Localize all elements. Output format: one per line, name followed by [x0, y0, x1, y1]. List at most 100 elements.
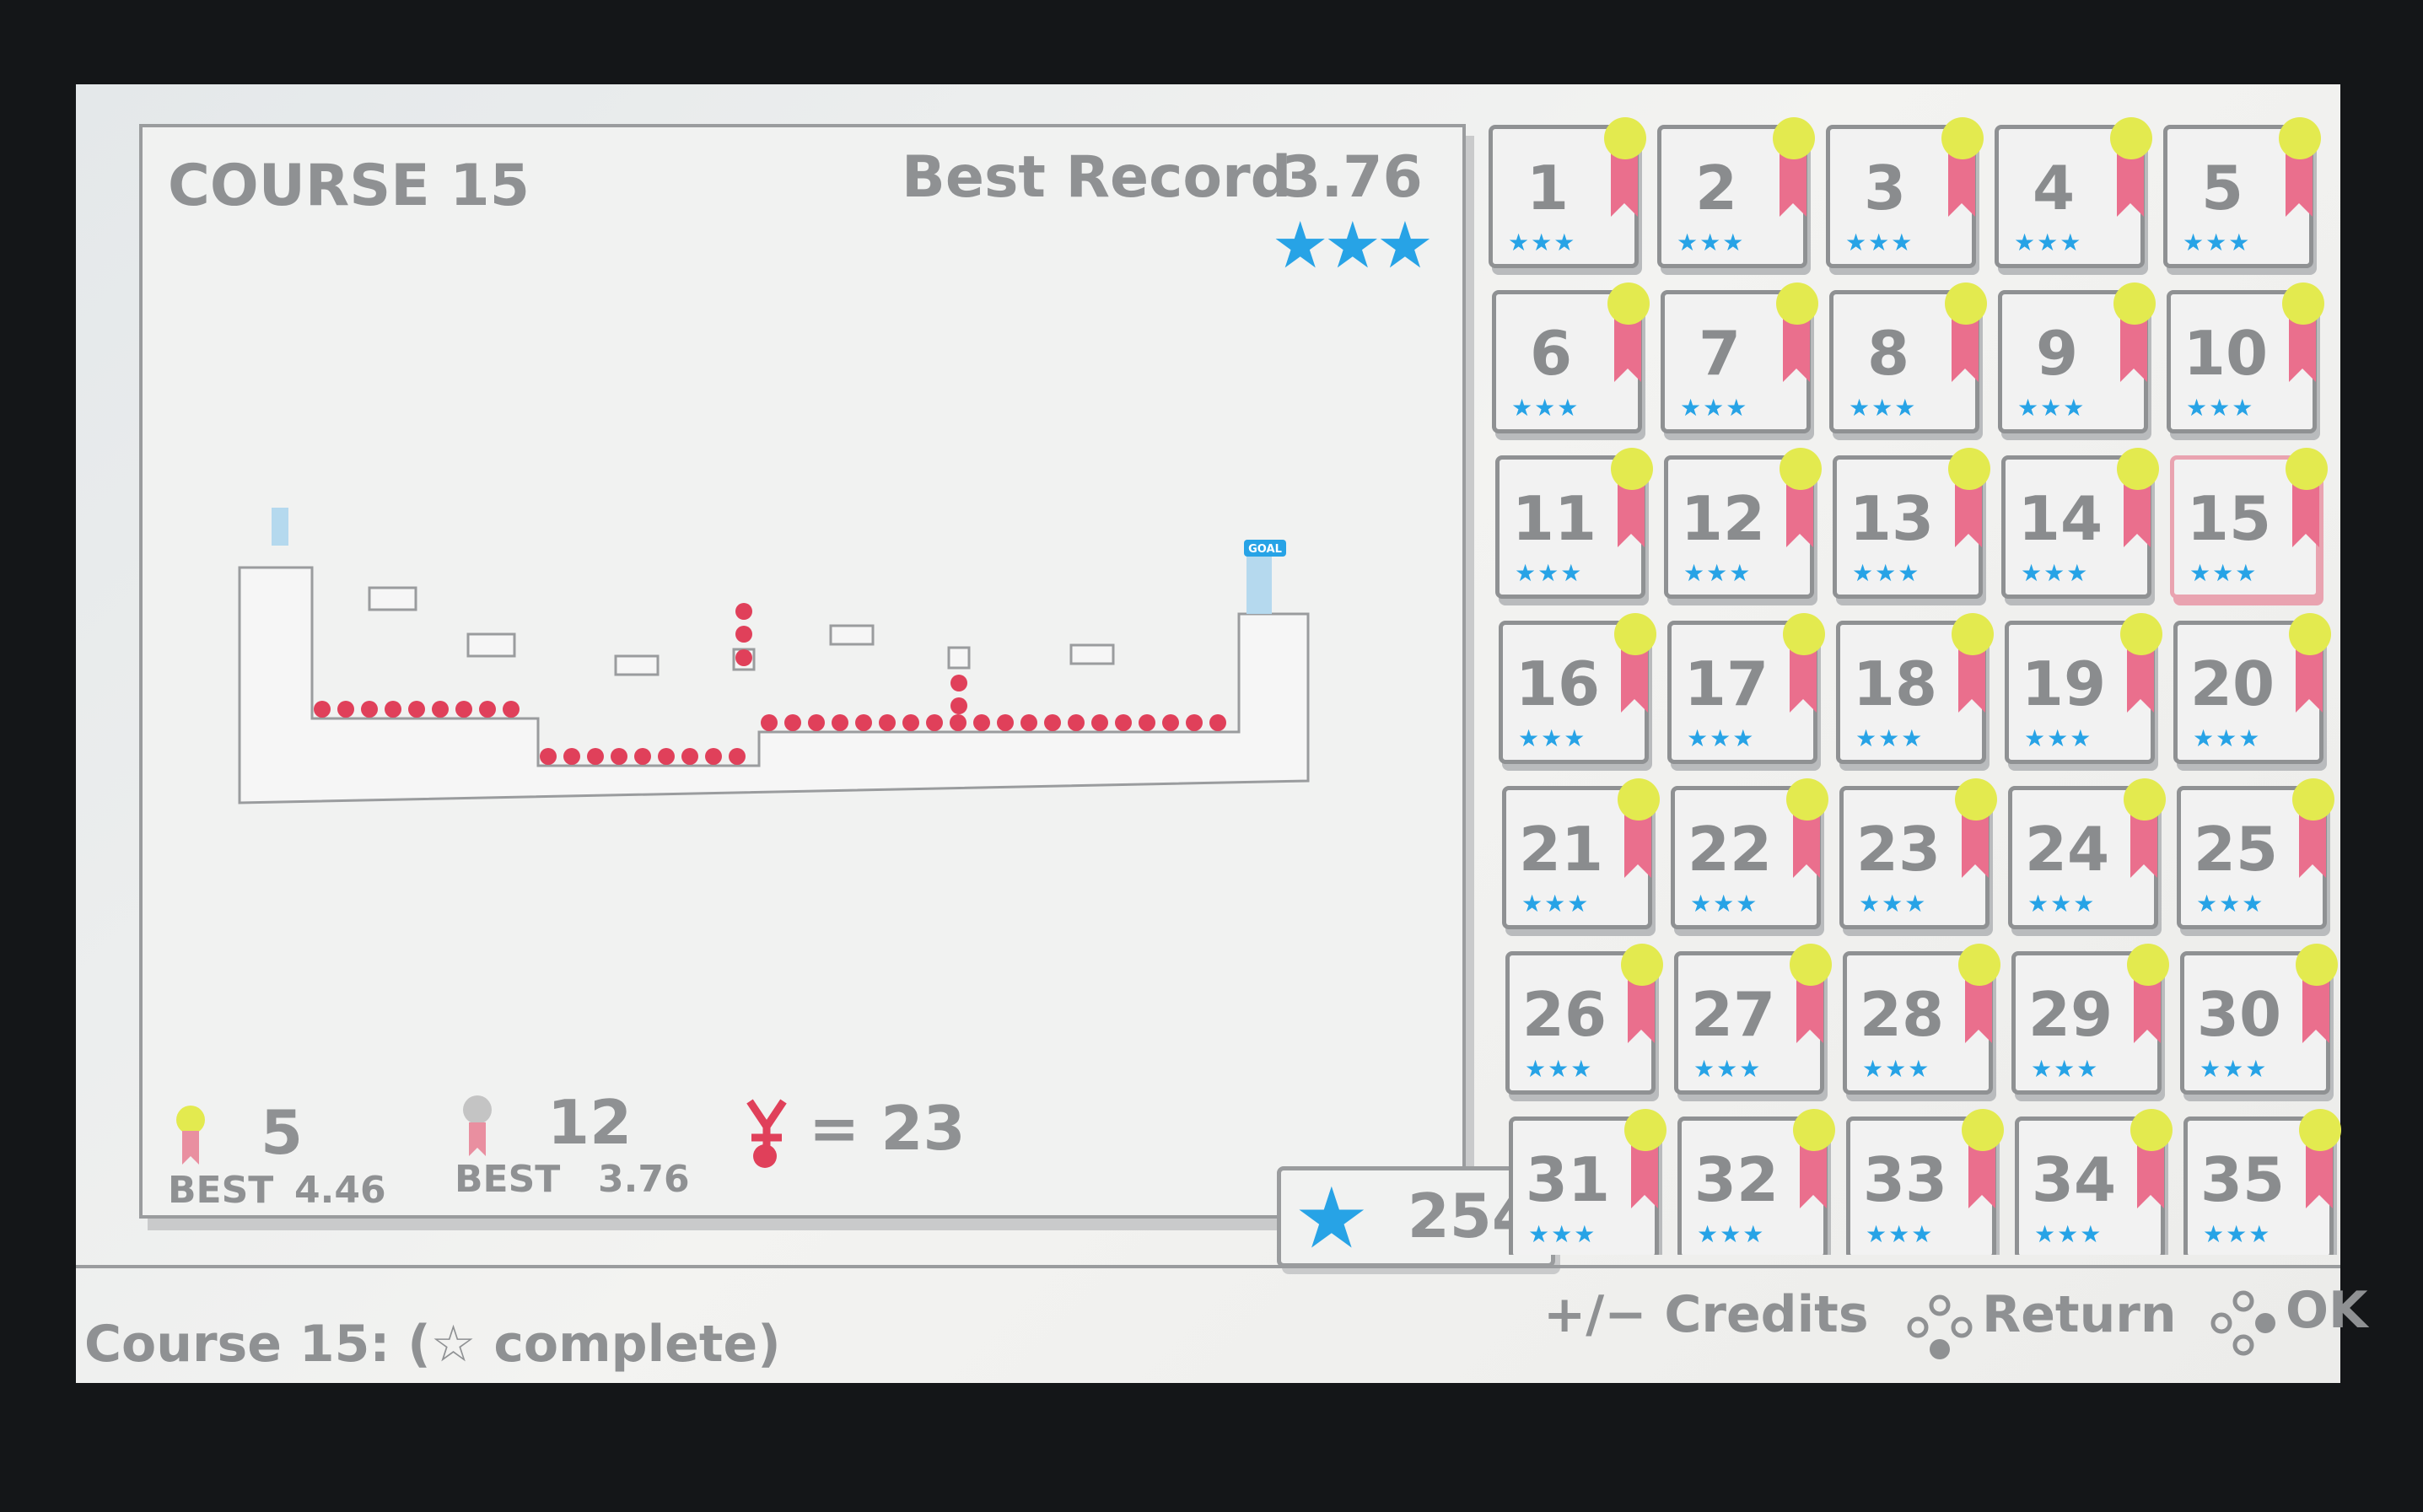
- course-stars: ★★★: [2014, 229, 2083, 256]
- course-number: 29: [2027, 979, 2113, 1050]
- fire-hazard: [902, 714, 919, 731]
- gold-medal-icon: [2120, 613, 2162, 655]
- course-tile-3[interactable]: 3 ★★★: [1826, 117, 1984, 268]
- gold-best-value: 4.46: [294, 1169, 386, 1212]
- course-tile-34[interactable]: 34 ★★★: [2015, 1109, 2173, 1255]
- course-tile-29[interactable]: 29 ★★★: [2011, 944, 2169, 1095]
- course-tile-19[interactable]: 19 ★★★: [2005, 613, 2162, 764]
- course-stars: ★★★: [1515, 559, 1584, 587]
- course-number: 10: [2183, 318, 2269, 389]
- ribbon-icon: [2302, 976, 2329, 1043]
- course-tile-12[interactable]: 12 ★★★: [1664, 448, 1822, 599]
- course-tile-25[interactable]: 25 ★★★: [2177, 778, 2334, 929]
- course-tile-13[interactable]: 13 ★★★: [1833, 448, 1990, 599]
- course-tile-28[interactable]: 28 ★★★: [1843, 944, 2000, 1095]
- return-button[interactable]: Return: [1982, 1285, 2177, 1344]
- course-stars: ★★★: [2024, 724, 2093, 752]
- course-stars: ★★★: [1508, 229, 1577, 256]
- gold-medal-icon: [2117, 448, 2159, 490]
- course-stars: ★★★: [1693, 1055, 1763, 1083]
- ribbon-icon: [1968, 1141, 1995, 1208]
- course-tile-14[interactable]: 14 ★★★: [2001, 448, 2159, 599]
- death-character-icon: [746, 1099, 787, 1168]
- fire-hazard: [540, 748, 557, 765]
- course-tile-30[interactable]: 30 ★★★: [2180, 944, 2338, 1095]
- ribbon-icon: [1624, 810, 1651, 878]
- course-tile-22[interactable]: 22 ★★★: [1671, 778, 1828, 929]
- gold-medal-icon: [1611, 448, 1653, 490]
- course-number: 6: [1529, 318, 1573, 389]
- fire-hazard: [808, 714, 825, 731]
- course-status: Course 15: (☆ complete): [84, 1315, 781, 1374]
- course-tile-7[interactable]: 7 ★★★: [1661, 282, 1818, 433]
- course-tile-9[interactable]: 9 ★★★: [1998, 282, 2156, 433]
- course-tile-16[interactable]: 16 ★★★: [1499, 613, 1656, 764]
- course-number: 20: [2189, 648, 2275, 719]
- course-stars: ★★★: [1866, 1220, 1935, 1248]
- course-number: 7: [1698, 318, 1742, 389]
- ribbon-icon: [1614, 315, 1641, 382]
- ribbon-icon: [1780, 149, 1806, 217]
- course-stars: ★★★: [2186, 394, 2255, 422]
- course-number: 2: [1694, 153, 1738, 223]
- course-tile-31[interactable]: 31 ★★★: [1509, 1109, 1666, 1255]
- fire-hazard: [784, 714, 801, 731]
- ribbon-icon: [1948, 149, 1975, 217]
- fire-hazard: [997, 714, 1014, 731]
- course-tile-24[interactable]: 24 ★★★: [2008, 778, 2166, 929]
- course-stars: ★★★: [2027, 890, 2097, 917]
- course-tile-15[interactable]: 15 ★★★: [2170, 448, 2328, 599]
- course-tile-20[interactable]: 20 ★★★: [2173, 613, 2331, 764]
- course-number: 14: [2017, 483, 2103, 554]
- course-tile-17[interactable]: 17 ★★★: [1667, 613, 1825, 764]
- course-stars: ★★★: [2034, 1220, 2103, 1248]
- course-stars: ★★★: [2203, 1220, 2272, 1248]
- ribbon-icon: [1965, 976, 1992, 1043]
- course-number: 4: [2032, 153, 2076, 223]
- course-tile-33[interactable]: 33 ★★★: [1846, 1109, 2004, 1255]
- gold-medal-icon: [2113, 282, 2156, 325]
- course-stars: ★★★: [2189, 559, 2259, 587]
- course-tile-35[interactable]: 35 ★★★: [2183, 1109, 2341, 1255]
- fire-hazard: [658, 748, 675, 765]
- course-tile-23[interactable]: 23 ★★★: [1839, 778, 1997, 929]
- course-tile-8[interactable]: 8 ★★★: [1829, 282, 1987, 433]
- fire-hazard: [337, 701, 354, 718]
- course-number: 11: [1511, 483, 1597, 554]
- course-number: 35: [2200, 1144, 2286, 1215]
- course-number: 3: [1863, 153, 1907, 223]
- ribbon-icon: [1796, 976, 1823, 1043]
- gold-medal-icon: [1773, 117, 1815, 159]
- course-tile-5[interactable]: 5 ★★★: [2163, 117, 2321, 268]
- gold-medal-icon: [2296, 944, 2338, 986]
- course-grid: 1 ★★★ 2 ★★★ 3 ★★★ 4 ★★★ 5 ★★★ 6 ★★★ 7 ★★★ 8 ★★★ 9 ★★★ 10 ★★…: [1480, 108, 2357, 1255]
- course-stars: ★★★: [1849, 394, 1918, 422]
- gold-medal-icon: [1783, 613, 1825, 655]
- course-stars: ★★★: [1528, 1220, 1597, 1248]
- gold-medal-icon: [2124, 778, 2166, 821]
- course-tile-4[interactable]: 4 ★★★: [1995, 117, 2152, 268]
- fire-hazard: [455, 701, 472, 718]
- course-tile-27[interactable]: 27 ★★★: [1674, 944, 1832, 1095]
- course-tile-1[interactable]: 1 ★★★: [1489, 117, 1646, 268]
- course-tile-2[interactable]: 2 ★★★: [1657, 117, 1815, 268]
- course-stars: ★★★: [2017, 394, 2086, 422]
- course-tile-26[interactable]: 26 ★★★: [1505, 944, 1663, 1095]
- ribbon-icon: [1955, 480, 1982, 547]
- course-tile-18[interactable]: 18 ★★★: [1836, 613, 1994, 764]
- gold-medal-icon: [1618, 778, 1660, 821]
- ok-button[interactable]: OK: [2286, 1281, 2368, 1340]
- fire-hazard: [729, 748, 746, 765]
- course-tile-21[interactable]: 21 ★★★: [1502, 778, 1660, 929]
- credits-button[interactable]: +/− Credits: [1543, 1285, 1869, 1344]
- course-tile-6[interactable]: 6 ★★★: [1492, 282, 1650, 433]
- game-screen: COURSE 15 Best Record 3.76 ★★★ 5 BEST 4.…: [76, 84, 2368, 1383]
- gold-medal-icon: [1780, 448, 1822, 490]
- course-tile-32[interactable]: 32 ★★★: [1677, 1109, 1835, 1255]
- course-stars: ★★★: [1677, 229, 1746, 256]
- gold-best-label: BEST: [168, 1169, 274, 1212]
- gold-medal-icon: [2127, 944, 2169, 986]
- course-tile-10[interactable]: 10 ★★★: [2167, 282, 2324, 433]
- course-tile-11[interactable]: 11 ★★★: [1495, 448, 1653, 599]
- course-number: 26: [1521, 979, 1607, 1050]
